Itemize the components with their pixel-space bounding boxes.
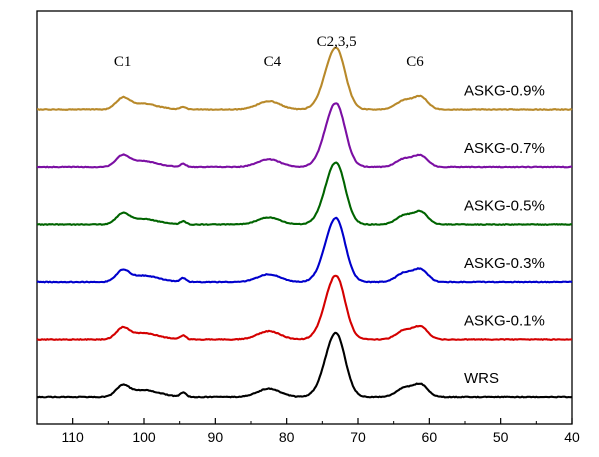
x-tick-label: 90	[208, 429, 224, 445]
x-tick-label: 70	[350, 429, 366, 445]
series-line-askg-0-5-	[36, 161, 573, 226]
series-label: ASKG-0.5%	[464, 198, 545, 215]
series-layer	[36, 46, 573, 399]
series-label: ASKG-0.7%	[464, 140, 545, 157]
x-tick-label: 80	[279, 429, 295, 445]
plot-frame	[36, 10, 573, 425]
series-line-askg-0-1-	[36, 274, 573, 341]
peak-annotation: C2,3,5	[317, 34, 357, 50]
series-line-wrs	[36, 331, 573, 399]
peak-annotation: C4	[264, 54, 282, 70]
series-label: ASKG-0.1%	[464, 313, 545, 330]
x-tick-label: 40	[564, 429, 580, 445]
peak-annotation: C1	[114, 54, 132, 70]
series-label: ASKG-0.3%	[464, 255, 545, 272]
x-tick-label: 100	[132, 429, 156, 445]
peak-annotations: C1 C4 C2,3,5 C6	[114, 34, 424, 70]
series-line-askg-0-9-	[36, 46, 573, 111]
peak-annotation: C6	[406, 54, 424, 70]
series-label: WRS	[464, 370, 499, 387]
series-line-askg-0-7-	[36, 102, 573, 169]
x-axis-ticks: 110 100 90 80 70 60 50 40	[36, 418, 580, 445]
series-label: ASKG-0.9%	[464, 83, 545, 100]
series-line-askg-0-3-	[36, 216, 573, 284]
series-labels: WRS ASKG-0.1% ASKG-0.3% ASKG-0.5% ASKG-0.7% A…	[464, 83, 545, 388]
x-tick-label: 50	[493, 429, 509, 445]
x-tick-label: 60	[422, 429, 438, 445]
x-tick-label: 110	[62, 429, 85, 445]
